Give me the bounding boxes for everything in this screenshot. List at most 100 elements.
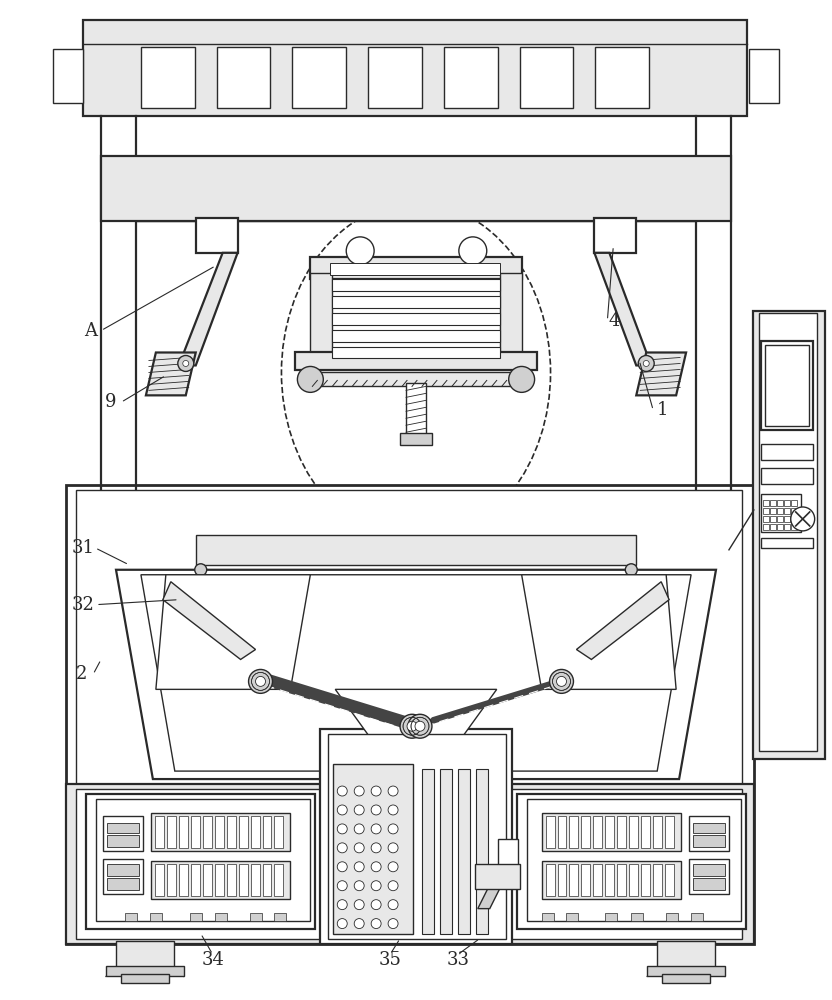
Bar	[790, 516, 797, 522]
Bar	[569, 864, 578, 896]
Circle shape	[508, 366, 535, 392]
Polygon shape	[116, 570, 716, 779]
Bar	[542, 861, 681, 899]
Bar	[569, 816, 578, 848]
Bar	[760, 341, 813, 430]
Bar	[275, 913, 286, 921]
Bar	[334, 764, 413, 934]
Circle shape	[337, 824, 347, 834]
Polygon shape	[522, 575, 676, 689]
Bar	[790, 508, 797, 514]
Ellipse shape	[281, 203, 551, 542]
Bar	[763, 508, 769, 514]
Bar	[141, 47, 195, 108]
Circle shape	[346, 237, 374, 265]
Bar	[777, 516, 783, 522]
Bar	[103, 816, 143, 851]
Bar	[179, 864, 188, 896]
Circle shape	[557, 676, 567, 686]
Circle shape	[388, 919, 398, 929]
Bar	[784, 500, 790, 506]
Circle shape	[255, 676, 265, 686]
Bar	[67, 485, 754, 944]
Bar	[53, 49, 83, 103]
Bar	[763, 500, 769, 506]
Bar	[760, 444, 813, 460]
Circle shape	[371, 881, 381, 891]
Bar	[203, 816, 211, 848]
Circle shape	[371, 862, 381, 872]
Bar	[691, 913, 703, 921]
Bar	[777, 500, 783, 506]
Bar	[629, 864, 638, 896]
Bar	[777, 508, 783, 514]
Bar	[760, 538, 813, 548]
Bar	[653, 816, 662, 848]
Bar	[320, 729, 512, 944]
Bar	[101, 156, 731, 221]
Circle shape	[638, 355, 654, 371]
Bar	[155, 864, 164, 896]
Circle shape	[178, 355, 194, 371]
Circle shape	[354, 862, 364, 872]
Text: 1: 1	[656, 401, 668, 419]
Circle shape	[337, 786, 347, 796]
Circle shape	[371, 843, 381, 853]
Bar	[542, 913, 553, 921]
Circle shape	[354, 881, 364, 891]
Circle shape	[354, 805, 364, 815]
Bar	[784, 508, 790, 514]
Bar	[693, 878, 725, 890]
Bar	[763, 524, 769, 530]
Bar	[150, 913, 162, 921]
Bar	[310, 273, 332, 360]
Bar	[332, 296, 500, 308]
Bar	[557, 864, 567, 896]
Text: 9: 9	[106, 393, 116, 411]
Polygon shape	[156, 575, 310, 689]
Bar	[617, 864, 626, 896]
Polygon shape	[260, 674, 410, 727]
Bar	[107, 835, 139, 847]
Bar	[190, 913, 201, 921]
Circle shape	[459, 237, 487, 265]
Bar	[275, 864, 284, 896]
Bar	[444, 47, 498, 108]
Polygon shape	[478, 869, 510, 909]
Polygon shape	[636, 352, 686, 395]
Polygon shape	[422, 674, 572, 727]
Bar	[653, 864, 662, 896]
Text: 34: 34	[201, 951, 224, 969]
Bar	[203, 864, 211, 896]
Circle shape	[337, 805, 347, 815]
Circle shape	[337, 862, 347, 872]
Circle shape	[354, 824, 364, 834]
Circle shape	[407, 721, 417, 731]
Bar	[400, 433, 432, 445]
Circle shape	[388, 824, 398, 834]
Circle shape	[388, 900, 398, 910]
Bar	[369, 47, 422, 108]
Bar	[239, 816, 248, 848]
Bar	[582, 816, 591, 848]
Bar	[295, 352, 537, 370]
Bar	[475, 864, 520, 889]
Bar	[546, 816, 555, 848]
Bar	[647, 966, 725, 976]
Bar	[777, 524, 783, 530]
Bar	[83, 20, 747, 116]
Text: 2: 2	[76, 665, 87, 683]
Bar	[790, 524, 797, 530]
Bar	[77, 789, 742, 939]
Bar	[689, 859, 729, 894]
Polygon shape	[163, 582, 255, 659]
Bar	[617, 816, 626, 848]
Bar	[763, 516, 769, 522]
Bar	[606, 864, 614, 896]
Circle shape	[550, 669, 573, 693]
Bar	[116, 941, 174, 970]
Bar	[167, 864, 176, 896]
Bar	[498, 839, 518, 879]
Circle shape	[297, 366, 324, 392]
Bar	[107, 864, 139, 876]
